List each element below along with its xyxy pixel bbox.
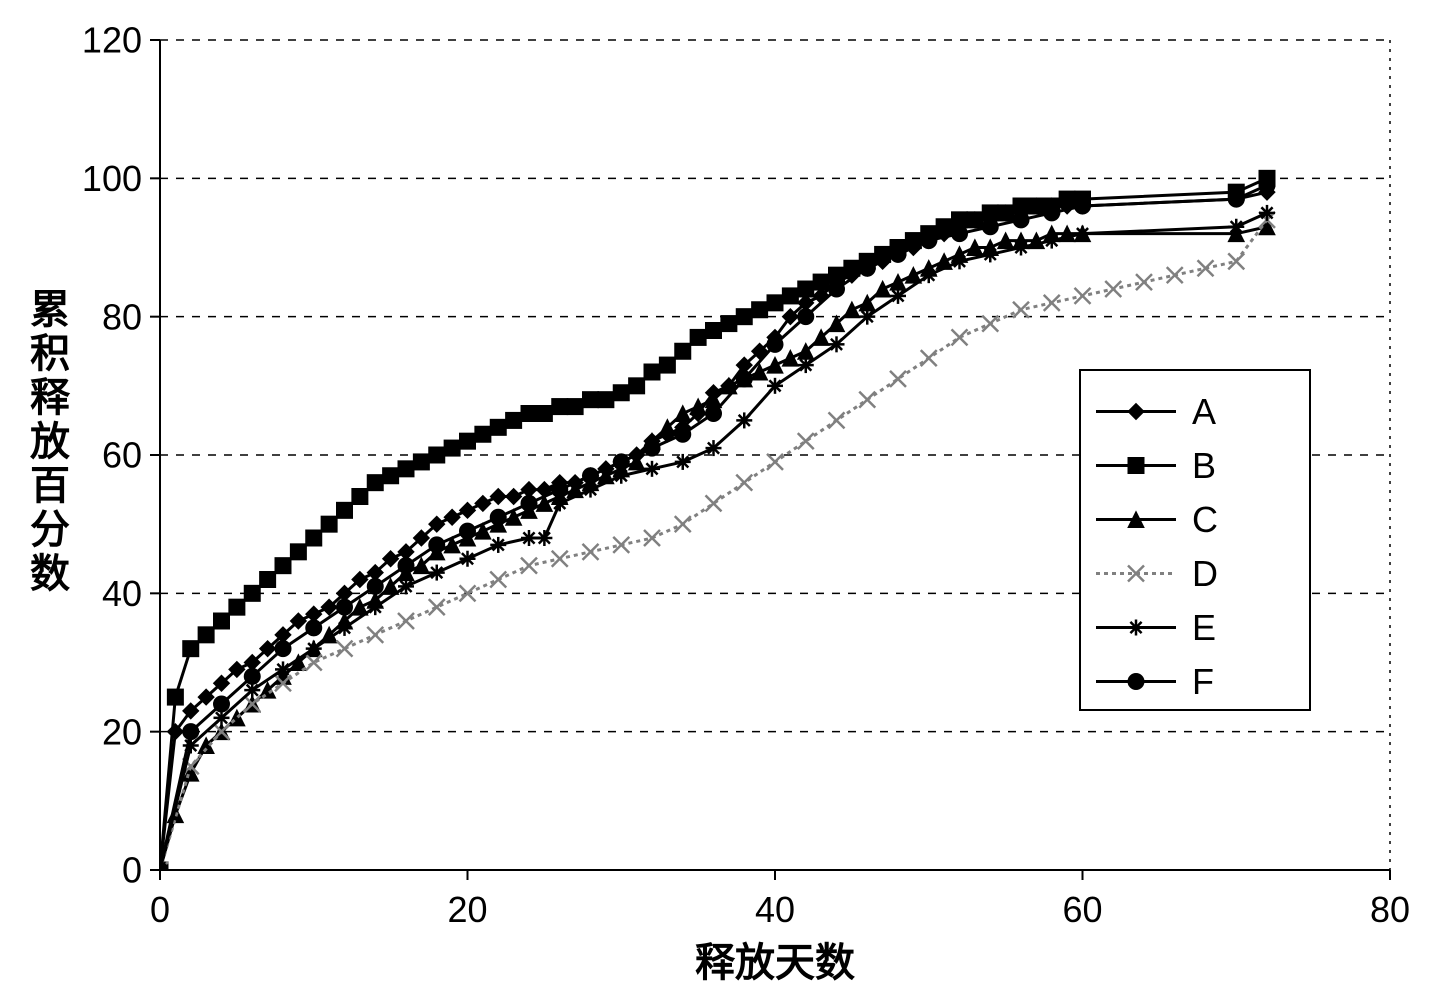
x-tick-label: 80 — [1370, 889, 1410, 930]
x-tick-label: 40 — [755, 889, 795, 930]
release-chart: 0 20 40 60 80 0 20 40 60 80 100 120 释放天数 累积释放百分数 ABCDE… — [0, 0, 1440, 1008]
y-axis-label: 积 — [30, 331, 70, 376]
y-axis-label: 分 — [30, 507, 70, 552]
legend-label: B — [1192, 445, 1216, 486]
y-tick-label: 100 — [82, 158, 142, 199]
x-tick-label: 60 — [1062, 889, 1102, 930]
legend-label: E — [1192, 607, 1216, 648]
y-axis-label: 数 — [30, 551, 70, 596]
x-axis-label: 释放天数 — [695, 940, 855, 985]
legend-label: D — [1192, 553, 1218, 594]
y-axis-label: 释 — [30, 375, 71, 420]
y-tick-label: 80 — [102, 296, 142, 337]
y-tick-label: 20 — [102, 711, 142, 752]
legend: ABCDEF — [1080, 370, 1310, 710]
chart-container: 0 20 40 60 80 0 20 40 60 80 100 120 释放天数 累积释放百分数 ABCDE… — [0, 0, 1440, 1008]
legend-label: F — [1192, 661, 1214, 702]
y-axis-label: 累 — [30, 287, 70, 332]
y-tick-label: 0 — [122, 850, 142, 891]
legend-label: C — [1192, 499, 1218, 540]
y-tick-label: 120 — [82, 20, 142, 61]
y-axis-label: 百 — [30, 463, 70, 508]
legend-label: A — [1192, 391, 1216, 432]
y-tick-label: 60 — [102, 435, 142, 476]
x-tick-label: 0 — [150, 889, 170, 930]
x-tick-label: 20 — [447, 889, 487, 930]
y-tick-label: 40 — [102, 573, 142, 614]
y-axis-label: 放 — [30, 419, 70, 464]
